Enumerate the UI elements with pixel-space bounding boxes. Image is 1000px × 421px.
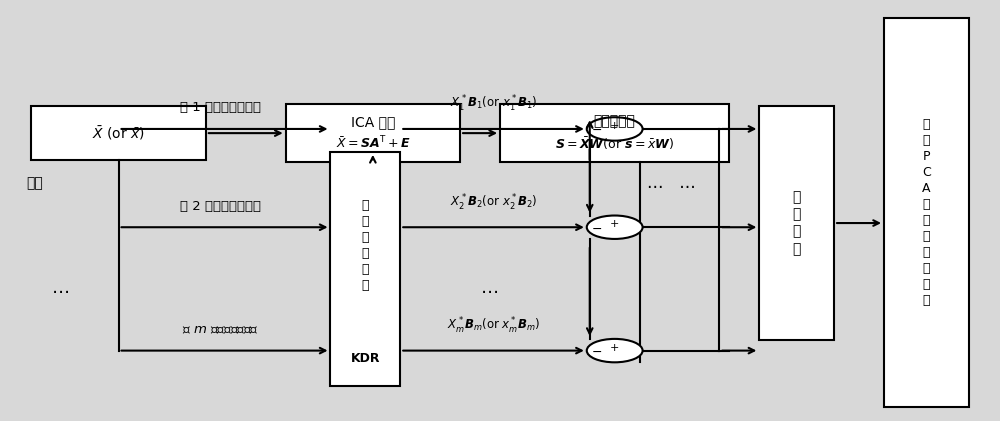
Text: 第 1 个变量数据缺失: 第 1 个变量数据缺失	[180, 101, 261, 115]
Text: ICA 模型: ICA 模型	[351, 116, 395, 130]
Text: $X_1^*\boldsymbol{B}_1$(or $x_1^*\boldsymbol{B}_1$): $X_1^*\boldsymbol{B}_1$(or $x_1^*\boldsy…	[450, 94, 537, 115]
Text: 假设: 假设	[26, 176, 43, 190]
FancyBboxPatch shape	[759, 106, 834, 340]
Text: +: +	[610, 121, 619, 131]
Text: 第 $m$ 个变量数据缺失: 第 $m$ 个变量数据缺失	[182, 323, 259, 336]
Text: $\bar{X}$ (or $\bar{x}$): $\bar{X}$ (or $\bar{x}$)	[92, 124, 145, 142]
Text: +: +	[610, 343, 619, 353]
FancyBboxPatch shape	[330, 152, 400, 386]
Text: 已
知
数
据
回
归: 已 知 数 据 回 归	[362, 199, 369, 292]
Text: −: −	[591, 346, 602, 359]
Text: $X_m^*\boldsymbol{B}_m$(or $x_m^*\boldsymbol{B}_m$): $X_m^*\boldsymbol{B}_m$(or $x_m^*\boldsy…	[447, 316, 540, 336]
Text: $X_2^*\boldsymbol{B}_2$(or $x_2^*\boldsymbol{B}_2$): $X_2^*\boldsymbol{B}_2$(or $x_2^*\boldsy…	[450, 192, 537, 213]
Text: 实际独立元: 实际独立元	[594, 115, 636, 128]
Text: $\boldsymbol{S}=\bar{\boldsymbol{X}}\boldsymbol{W}$(or $\boldsymbol{s}=\bar{x}\b: $\boldsymbol{S}=\bar{\boldsymbol{X}}\bol…	[555, 135, 674, 152]
FancyBboxPatch shape	[286, 104, 460, 163]
Text: $\bar{X}={\boldsymbol{S}}{\boldsymbol{A}}^{\mathrm{T}}+{\boldsymbol{E}}$: $\bar{X}={\boldsymbol{S}}{\boldsymbol{A}…	[336, 136, 410, 152]
Text: …: …	[481, 279, 499, 297]
Text: 基
于
P
C
A
的
故
障
监
测
模
型: 基 于 P C A 的 故 障 监 测 模 型	[922, 118, 931, 307]
Circle shape	[587, 216, 643, 239]
FancyBboxPatch shape	[31, 106, 206, 160]
Text: −: −	[591, 222, 602, 235]
Circle shape	[587, 339, 643, 362]
FancyBboxPatch shape	[884, 18, 969, 407]
Circle shape	[587, 117, 643, 141]
Text: 第 2 个变量数据缺失: 第 2 个变量数据缺失	[180, 200, 261, 213]
Text: …: …	[52, 279, 70, 297]
FancyBboxPatch shape	[500, 104, 729, 163]
Text: 估
计
误
差: 估 计 误 差	[792, 190, 801, 256]
Text: …   …: … …	[647, 174, 696, 192]
Text: KDR: KDR	[351, 352, 380, 365]
Text: −: −	[591, 124, 602, 137]
Text: +: +	[610, 219, 619, 229]
